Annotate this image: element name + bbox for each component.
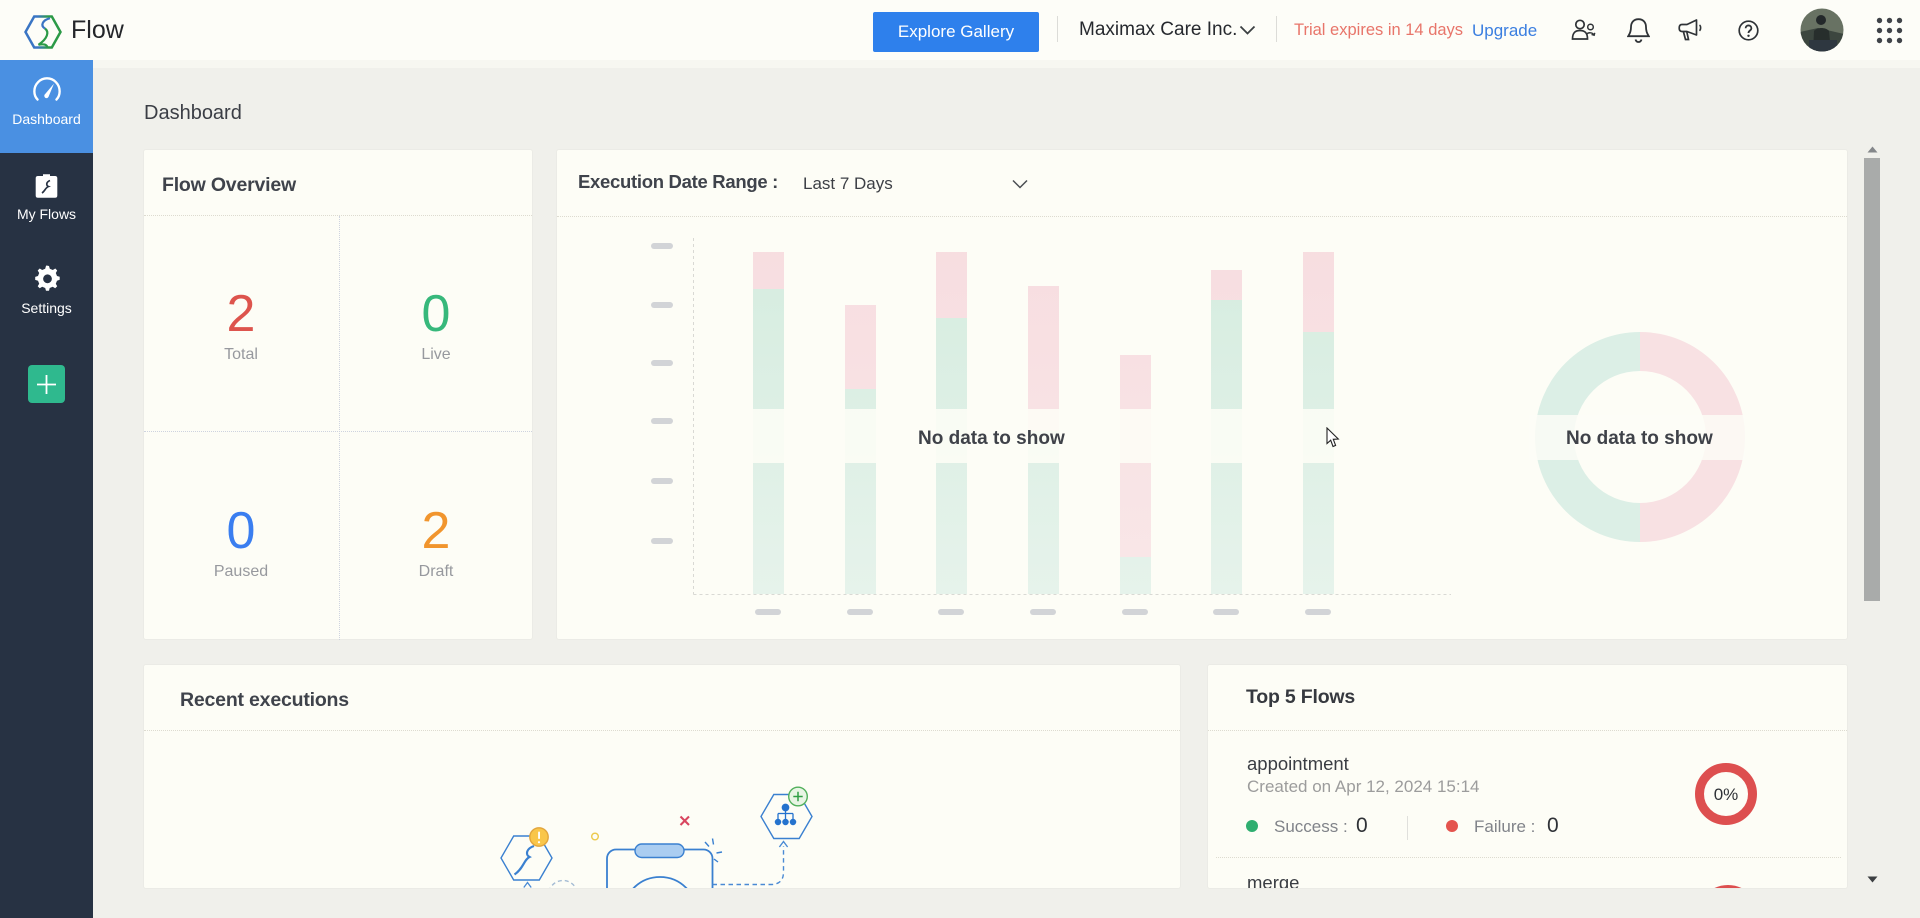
svg-text:0%: 0% xyxy=(1714,785,1739,804)
